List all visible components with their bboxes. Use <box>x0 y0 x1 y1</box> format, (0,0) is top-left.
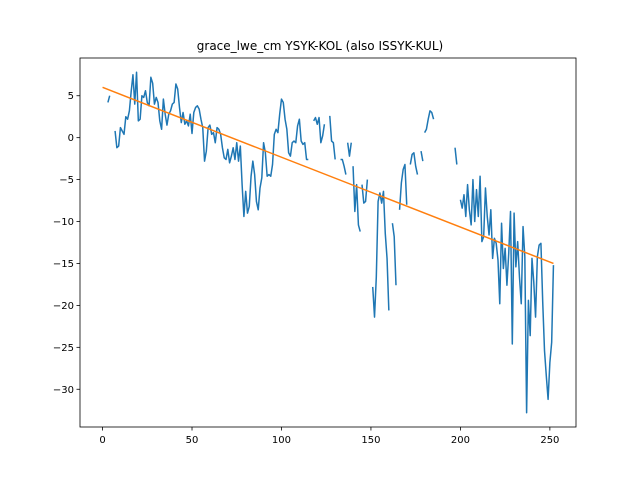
series-0-line-segment-14 <box>454 147 458 165</box>
series-0-line-segment-4 <box>340 158 347 175</box>
y-tick-label: −5 <box>59 175 74 186</box>
series-0-line-segment-11 <box>409 152 419 175</box>
y-tick-label: −25 <box>53 343 74 354</box>
y-tick-label: −15 <box>53 259 74 270</box>
series-0-line-segment-2 <box>313 116 326 144</box>
series-0-line-segment-1 <box>114 71 309 218</box>
series-1-line-segment-0 <box>102 86 554 265</box>
y-tick-label: 0 <box>68 133 74 144</box>
x-tick-label: 50 <box>186 435 199 446</box>
y-tick-label: −30 <box>53 385 74 396</box>
series-0-line-segment-9 <box>391 223 397 286</box>
series-0-line-segment-7 <box>361 179 369 204</box>
x-tick-label: 200 <box>451 435 470 446</box>
x-tick-label: 250 <box>540 435 559 446</box>
axes-frame <box>79 57 577 428</box>
x-tick-label: 0 <box>99 435 105 446</box>
y-tick-label: −10 <box>53 217 74 228</box>
x-axis: 0 50 100 150 200 250 <box>99 427 559 446</box>
series-0-line-segment-3 <box>329 115 336 160</box>
chart-title: grace_lwe_cm YSYK-KOL (also ISSYK-KUL) <box>197 39 443 53</box>
x-tick-label: 100 <box>272 435 291 446</box>
plot-area <box>102 71 555 414</box>
series-0-line-segment-5 <box>346 142 353 157</box>
x-tick-label: 150 <box>361 435 380 446</box>
y-axis: −30 −25 −20 −15 −10 −5 0 5 <box>53 91 80 396</box>
series-0-line-segment-12 <box>420 150 424 162</box>
series-0-line-segment-10 <box>398 163 408 210</box>
series-0-line-segment-6 <box>352 166 361 232</box>
series-0-line-segment-13 <box>423 110 435 133</box>
series-0-line-segment-8 <box>371 190 390 318</box>
y-tick-label: 5 <box>68 91 74 102</box>
series-0-line-segment-0 <box>107 95 111 103</box>
y-tick-label: −20 <box>53 301 74 312</box>
series-0-line-segment-15 <box>459 175 555 414</box>
